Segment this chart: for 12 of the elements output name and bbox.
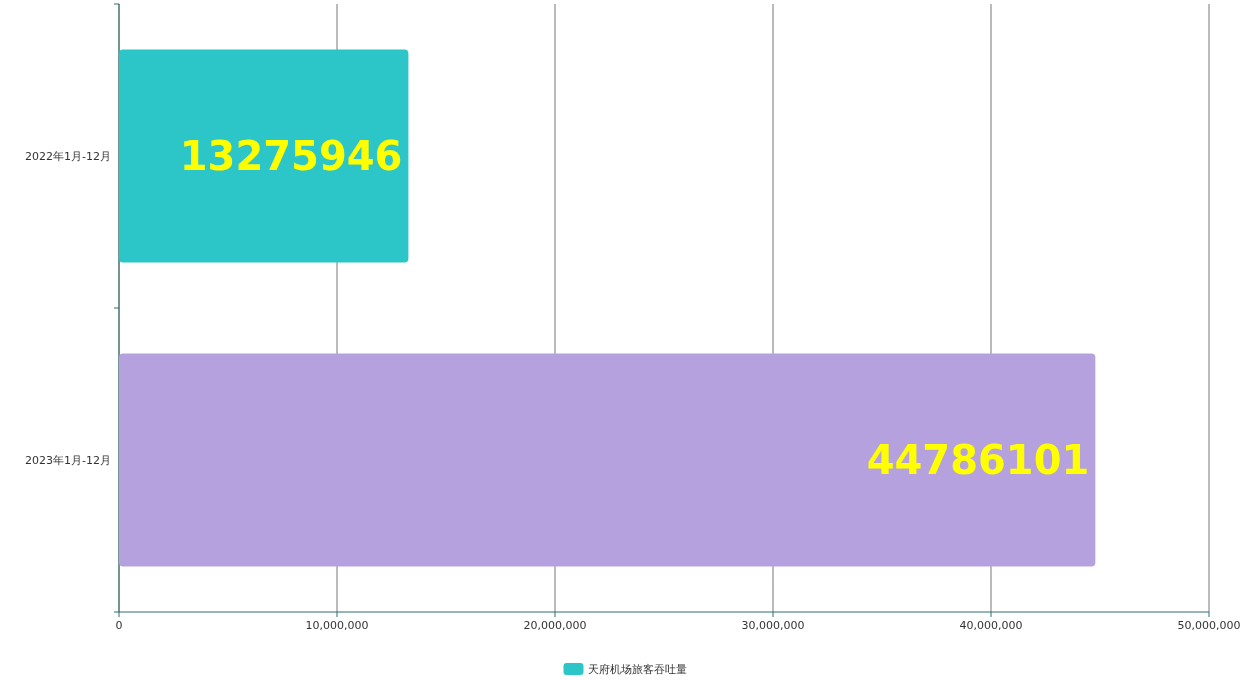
x-tick-label: 50,000,000 (1177, 619, 1241, 632)
y-tick-label: 2022年1月-12月 (25, 150, 111, 163)
data-label: 13275946 (179, 133, 403, 179)
x-tick-label: 30,000,000 (741, 619, 805, 632)
legend-label: 天府机场旅客吞吐量 (587, 663, 687, 676)
x-tick-label: 40,000,000 (959, 619, 1023, 632)
y-tick-label: 2023年1月-12月 (25, 454, 111, 467)
x-tick-label: 10,000,000 (305, 619, 369, 632)
x-tick-label: 20,000,000 (523, 619, 587, 632)
legend: 天府机场旅客吞吐量 (563, 663, 687, 676)
data-label: 44786101 (866, 437, 1090, 483)
x-tick-label: 0 (115, 619, 123, 632)
